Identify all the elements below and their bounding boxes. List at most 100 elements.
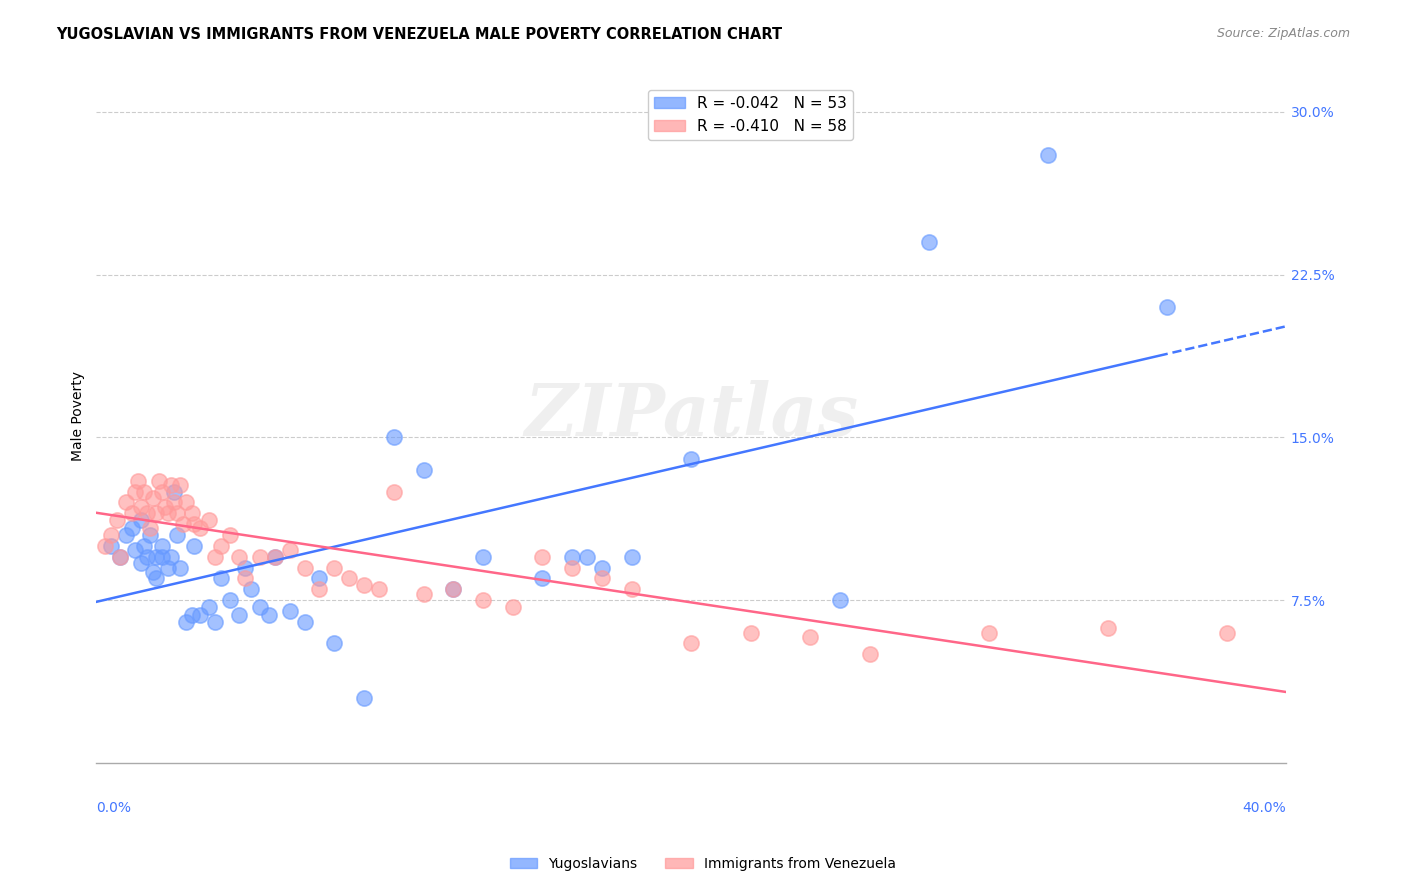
Point: [859, 648, 882, 662]
Legend: Yugoslavians, Immigrants from Venezuela: Yugoslavians, Immigrants from Venezuela: [505, 851, 901, 876]
Point: [209, 539, 232, 553]
Point: [166, 528, 188, 542]
Point: [228, 549, 250, 564]
Point: [219, 593, 242, 607]
Point: [148, 474, 170, 488]
Point: [166, 506, 188, 520]
Point: [257, 608, 280, 623]
Point: [240, 582, 263, 597]
Point: [1156, 300, 1178, 314]
Point: [127, 474, 149, 488]
Point: [367, 582, 389, 597]
Point: [108, 549, 131, 564]
Point: [441, 582, 464, 597]
Point: [204, 549, 226, 564]
Point: [180, 506, 202, 520]
Point: [323, 560, 346, 574]
Point: [263, 549, 285, 564]
Text: ZIPatlas: ZIPatlas: [524, 380, 858, 451]
Point: [620, 582, 643, 597]
Point: [441, 582, 464, 597]
Point: [323, 636, 346, 650]
Point: [681, 636, 703, 650]
Text: YUGOSLAVIAN VS IMMIGRANTS FROM VENEZUELA MALE POVERTY CORRELATION CHART: YUGOSLAVIAN VS IMMIGRANTS FROM VENEZUELA…: [56, 27, 782, 42]
Point: [337, 571, 360, 585]
Point: [94, 539, 117, 553]
Point: [163, 495, 186, 509]
Point: [139, 521, 162, 535]
Point: [591, 571, 613, 585]
Point: [353, 578, 375, 592]
Point: [472, 549, 495, 564]
Point: [531, 571, 554, 585]
Point: [169, 478, 191, 492]
Point: [135, 506, 157, 520]
Point: [219, 528, 242, 542]
Point: [228, 608, 250, 623]
Point: [561, 549, 583, 564]
Point: [129, 500, 152, 514]
Point: [142, 565, 165, 579]
Point: [1036, 148, 1059, 162]
Point: [249, 599, 271, 614]
Point: [561, 560, 583, 574]
Point: [278, 604, 301, 618]
Point: [139, 528, 162, 542]
Point: [163, 484, 186, 499]
Point: [412, 463, 434, 477]
Point: [156, 560, 179, 574]
Point: [1097, 621, 1119, 635]
Point: [294, 615, 316, 629]
Point: [132, 484, 155, 499]
Point: [209, 571, 232, 585]
Text: 0.0%: 0.0%: [97, 801, 131, 815]
Point: [382, 430, 405, 444]
Point: [472, 593, 495, 607]
Point: [233, 560, 256, 574]
Point: [145, 571, 167, 585]
Point: [153, 500, 176, 514]
Point: [531, 549, 554, 564]
Point: [142, 491, 165, 505]
Point: [159, 478, 181, 492]
Point: [150, 549, 173, 564]
Point: [129, 556, 152, 570]
Point: [249, 549, 271, 564]
Point: [233, 571, 256, 585]
Point: [180, 608, 202, 623]
Point: [121, 506, 143, 520]
Point: [115, 495, 138, 509]
Point: [105, 513, 128, 527]
Point: [918, 235, 941, 249]
Legend: R = -0.042   N = 53, R = -0.410   N = 58: R = -0.042 N = 53, R = -0.410 N = 58: [648, 90, 853, 140]
Point: [308, 582, 330, 597]
Point: [190, 521, 212, 535]
Point: [828, 593, 851, 607]
Point: [294, 560, 316, 574]
Point: [135, 549, 157, 564]
Point: [145, 506, 167, 520]
Point: [977, 625, 1000, 640]
Point: [159, 549, 181, 564]
Point: [198, 599, 221, 614]
Point: [150, 539, 173, 553]
Point: [190, 608, 212, 623]
Text: 40.0%: 40.0%: [1243, 801, 1286, 815]
Point: [740, 625, 762, 640]
Point: [169, 560, 191, 574]
Point: [1215, 625, 1237, 640]
Text: Source: ZipAtlas.com: Source: ZipAtlas.com: [1216, 27, 1350, 40]
Point: [121, 521, 143, 535]
Y-axis label: Male Poverty: Male Poverty: [72, 371, 86, 460]
Point: [108, 549, 131, 564]
Point: [183, 517, 205, 532]
Point: [308, 571, 330, 585]
Point: [278, 543, 301, 558]
Point: [263, 549, 285, 564]
Point: [174, 495, 197, 509]
Point: [198, 513, 221, 527]
Point: [681, 452, 703, 467]
Point: [172, 517, 194, 532]
Point: [591, 560, 613, 574]
Point: [115, 528, 138, 542]
